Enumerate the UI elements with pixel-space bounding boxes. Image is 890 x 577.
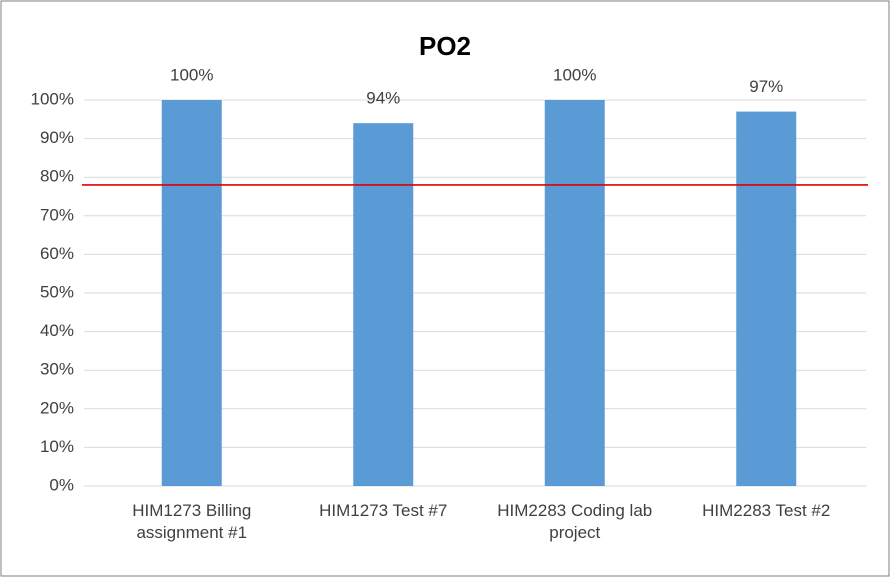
- x-tick-label: HIM1273 Test #7: [319, 501, 448, 520]
- x-tick-label-box: HIM1273 Billing assignment #1: [132, 501, 252, 542]
- x-tick-label: HIM2283 Coding lab project: [497, 501, 653, 542]
- x-tick-label: HIM1273 Billing assignment #1: [132, 501, 252, 542]
- x-tick-label-box: HIM1273 Test #7: [319, 501, 448, 520]
- y-tick-label: 90%: [40, 128, 74, 147]
- bar: [544, 100, 605, 486]
- data-label: 94%: [366, 89, 400, 108]
- y-tick-label: 50%: [40, 282, 74, 301]
- x-tick-label: HIM2283 Test #2: [702, 501, 831, 520]
- x-tick-label-box: HIM2283 Test #2: [702, 501, 831, 520]
- bar: [161, 100, 222, 486]
- data-label: 100%: [553, 65, 596, 84]
- y-tick-label: 20%: [40, 398, 74, 417]
- x-tick-label-box: HIM2283 Coding lab project: [497, 501, 653, 542]
- y-tick-label: 40%: [40, 321, 74, 340]
- chart-title: PO2: [419, 31, 471, 61]
- y-tick-label: 70%: [40, 205, 74, 224]
- y-tick-label: 10%: [40, 437, 74, 456]
- y-tick-label: 80%: [40, 167, 74, 186]
- data-label: 100%: [170, 65, 213, 84]
- bar: [353, 123, 414, 486]
- y-tick-label: 30%: [40, 360, 74, 379]
- y-tick-label: 60%: [40, 244, 74, 263]
- y-tick-label: 0%: [49, 475, 74, 494]
- bar: [736, 111, 797, 486]
- data-label: 97%: [749, 77, 783, 96]
- y-tick-label: 100%: [31, 89, 74, 108]
